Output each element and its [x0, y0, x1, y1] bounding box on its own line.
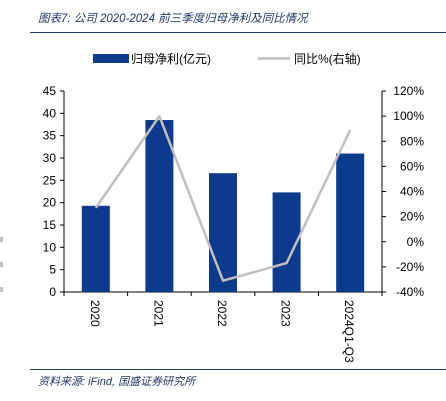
- right-tick-label: 80%: [400, 134, 424, 148]
- legend-bar-swatch: [93, 54, 129, 63]
- bar: [336, 153, 365, 292]
- bar: [209, 173, 237, 292]
- legend-line-label: 同比%(右轴): [294, 51, 361, 66]
- right-tick-label: -20%: [396, 260, 424, 274]
- bottom-rule: [30, 369, 446, 370]
- source-note: 资料来源: iFind, 国盛证券研究所: [38, 376, 196, 388]
- left-tick-label: 20: [43, 196, 57, 210]
- x-tick-label: 2024Q1-Q3: [342, 300, 356, 363]
- left-tick-label: 15: [43, 218, 57, 232]
- left-tick-label: 30: [43, 151, 57, 165]
- bar: [145, 120, 174, 293]
- left-tick-label: 35: [43, 129, 57, 143]
- right-tick-label: 120%: [393, 84, 424, 98]
- left-tick-label: 45: [43, 84, 57, 98]
- right-tick-label: 60%: [400, 159, 424, 173]
- x-tick-label: 2021: [151, 300, 165, 327]
- legend-bar-label: 归母净利(亿元): [131, 51, 211, 66]
- x-tick-label: 2020: [88, 300, 102, 327]
- edge-mark: [0, 287, 3, 292]
- x-tick-label: 2022: [215, 300, 229, 327]
- right-tick-label: 20%: [400, 210, 424, 224]
- top-rule: [30, 32, 446, 33]
- x-tick-label: 2023: [279, 300, 293, 327]
- left-tick-label: 10: [43, 240, 57, 254]
- edge-mark: [0, 237, 3, 242]
- bar: [81, 205, 110, 292]
- right-tick-label: 40%: [400, 185, 424, 199]
- left-tick-label: 40: [43, 106, 57, 120]
- right-tick-label: -40%: [396, 285, 424, 299]
- left-tick-label: 25: [43, 173, 57, 187]
- right-tick-label: 0%: [407, 235, 425, 249]
- right-tick-label: 100%: [393, 109, 424, 123]
- left-tick-label: 5: [49, 263, 56, 277]
- left-tick-label: 0: [49, 285, 56, 299]
- chart-title: 图表7: 公司 2020-2024 前三季度归母净利及同比情况: [38, 13, 308, 25]
- edge-mark: [0, 262, 3, 267]
- yoy-line: [94, 114, 352, 282]
